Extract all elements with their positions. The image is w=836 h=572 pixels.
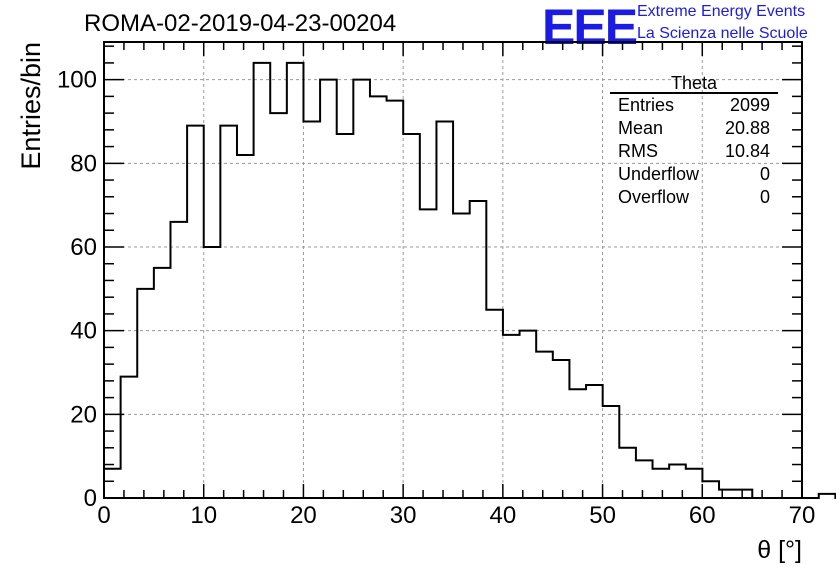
logo-line-2: La Scienza nelle Scuole bbox=[637, 25, 808, 42]
histogram-bin-13 bbox=[320, 80, 337, 498]
stats-value: 0 bbox=[759, 164, 770, 184]
histogram-bin-1 bbox=[121, 377, 138, 498]
histogram-bin-6 bbox=[204, 247, 221, 498]
stats-label: Underflow bbox=[618, 164, 700, 184]
stats-row-underflow: Underflow 0 bbox=[610, 163, 778, 186]
histogram-bin-23 bbox=[486, 310, 503, 498]
histogram-bin-33 bbox=[653, 469, 670, 498]
histogram-bin-32 bbox=[636, 460, 653, 498]
x-tick-label-1: 10 bbox=[190, 502, 217, 529]
histogram-bin-25 bbox=[520, 331, 537, 498]
histogram-bin-19 bbox=[420, 209, 437, 498]
histogram-bin-38 bbox=[736, 490, 753, 498]
histogram-bin-18 bbox=[403, 134, 420, 498]
histogram-bin-26 bbox=[536, 352, 553, 498]
plot-frame bbox=[103, 41, 803, 499]
x-axis-label: θ [°] bbox=[757, 536, 802, 564]
y-tick-label-1: 20 bbox=[70, 401, 97, 428]
histogram-bin-16 bbox=[370, 96, 387, 498]
histogram-bin-30 bbox=[603, 406, 620, 498]
x-tick-label-6: 60 bbox=[689, 502, 716, 529]
histogram-bin-12 bbox=[303, 121, 320, 498]
histogram-bin-10 bbox=[270, 113, 287, 498]
histogram-bin-0 bbox=[104, 469, 121, 498]
histogram-series-line bbox=[103, 61, 836, 499]
chart-title: ROMA-02-2019-04-23-00204 bbox=[84, 10, 397, 37]
x-tick-label-3: 30 bbox=[390, 502, 417, 529]
histogram-bin-14 bbox=[337, 134, 354, 498]
histogram-bin-5 bbox=[187, 126, 204, 498]
stats-label: Entries bbox=[618, 95, 675, 115]
stats-row-mean: Mean 20.88 bbox=[610, 117, 778, 140]
stats-value: 0 bbox=[759, 187, 770, 207]
stats-rows: Entries 2099 Mean 20.88 RMS 10.84 Underflow 0 Ov… bbox=[610, 94, 778, 209]
stats-label: Mean bbox=[618, 118, 664, 138]
histogram-bin-28 bbox=[569, 389, 586, 498]
y-tick-label-0: 0 bbox=[84, 485, 97, 512]
logo-line-1: Extreme Energy Events bbox=[637, 3, 806, 20]
histogram-bin-35 bbox=[686, 469, 703, 498]
histogram-bin-9 bbox=[254, 63, 271, 498]
x-tick-label-4: 40 bbox=[490, 502, 517, 529]
stats-title: Theta bbox=[610, 74, 778, 94]
histogram-bin-34 bbox=[669, 465, 686, 498]
y-tick-label-3: 60 bbox=[70, 234, 97, 261]
stats-label: RMS bbox=[618, 141, 658, 161]
x-tick-label-7: 70 bbox=[789, 502, 816, 529]
histogram-bin-4 bbox=[170, 222, 187, 498]
histogram-bin-3 bbox=[154, 268, 171, 498]
x-tick-label-0: 0 bbox=[97, 502, 110, 529]
histogram-bin-36 bbox=[702, 481, 719, 498]
stats-value: 2099 bbox=[729, 95, 770, 115]
histogram-bin-2 bbox=[137, 289, 154, 498]
y-tick-label-5: 100 bbox=[57, 67, 97, 94]
histogram-bin-7 bbox=[220, 126, 237, 498]
x-tick-label-5: 50 bbox=[589, 502, 616, 529]
histogram-bin-29 bbox=[586, 385, 603, 498]
histogram-bin-27 bbox=[553, 360, 570, 498]
stats-row-rms: RMS 10.84 bbox=[610, 140, 778, 163]
y-tick-label-4: 80 bbox=[70, 150, 97, 177]
histogram-bin-8 bbox=[237, 155, 254, 498]
stats-row-overflow: Overflow 0 bbox=[610, 186, 778, 209]
histogram-bin-24 bbox=[503, 335, 520, 498]
stats-row-entries: Entries 2099 bbox=[610, 94, 778, 117]
x-tick-label-2: 20 bbox=[290, 502, 317, 529]
y-tick-label-2: 40 bbox=[70, 318, 97, 345]
histogram-bin-15 bbox=[353, 80, 370, 498]
histogram-bin-11 bbox=[287, 63, 304, 498]
stats-box: Theta Entries 2099 Mean 20.88 RMS 10.84 Underf… bbox=[610, 74, 778, 209]
histogram-bin-20 bbox=[436, 121, 453, 498]
histogram-bin-21 bbox=[453, 214, 470, 498]
stats-value: 10.84 bbox=[724, 141, 770, 161]
stats-value: 20.88 bbox=[724, 118, 770, 138]
stats-label: Overflow bbox=[618, 187, 690, 207]
histogram-bin-22 bbox=[470, 201, 487, 498]
histogram-bin-43 bbox=[819, 494, 836, 498]
histogram-bin-17 bbox=[387, 101, 404, 498]
y-axis-label: Entries/bin bbox=[16, 42, 46, 170]
